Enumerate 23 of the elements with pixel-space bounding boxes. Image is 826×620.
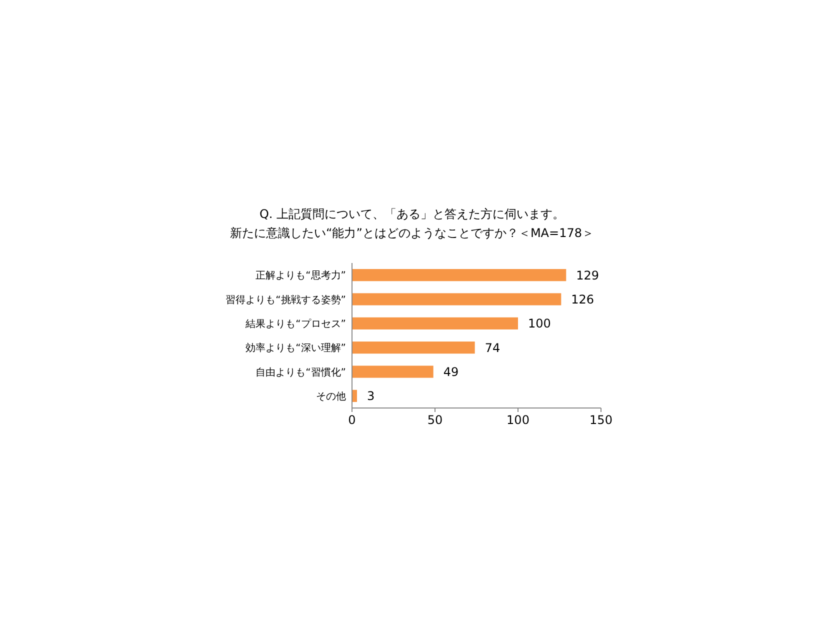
- bar: [352, 293, 562, 306]
- bar: [352, 366, 434, 378]
- bar: [352, 342, 475, 354]
- y-tick-label: 自由よりも“習慣化”: [256, 366, 346, 378]
- y-tick-label: 習得よりも“挑戦する姿勢”: [226, 294, 346, 306]
- data-label: 74: [484, 340, 500, 355]
- data-label: 3: [366, 389, 375, 404]
- y-tick-label: 結果よりも“プロセス”: [244, 318, 346, 330]
- x-tick-label: 150: [590, 413, 612, 427]
- data-label: 49: [443, 364, 459, 379]
- x-tick-label: 100: [506, 413, 530, 427]
- bar: [352, 390, 357, 402]
- x-tick-label: 50: [427, 413, 443, 427]
- y-tick-label: 効率よりも“深い理解”: [246, 342, 346, 354]
- bar: [352, 269, 566, 282]
- y-tick-label: 正解よりも“思考力”: [256, 270, 346, 282]
- data-label: 100: [528, 316, 551, 331]
- x-tick-label: 0: [348, 413, 356, 427]
- bar: [352, 317, 518, 330]
- data-label: 129: [576, 268, 600, 282]
- y-tick-label: その他: [316, 390, 346, 402]
- data-label: 126: [571, 292, 594, 306]
- chart-title: Q. 上記質問について、「ある」と答えた方に伺います。新たに意識したい“能力”とはどのようなことですか？＜MA=178＞: [230, 207, 594, 240]
